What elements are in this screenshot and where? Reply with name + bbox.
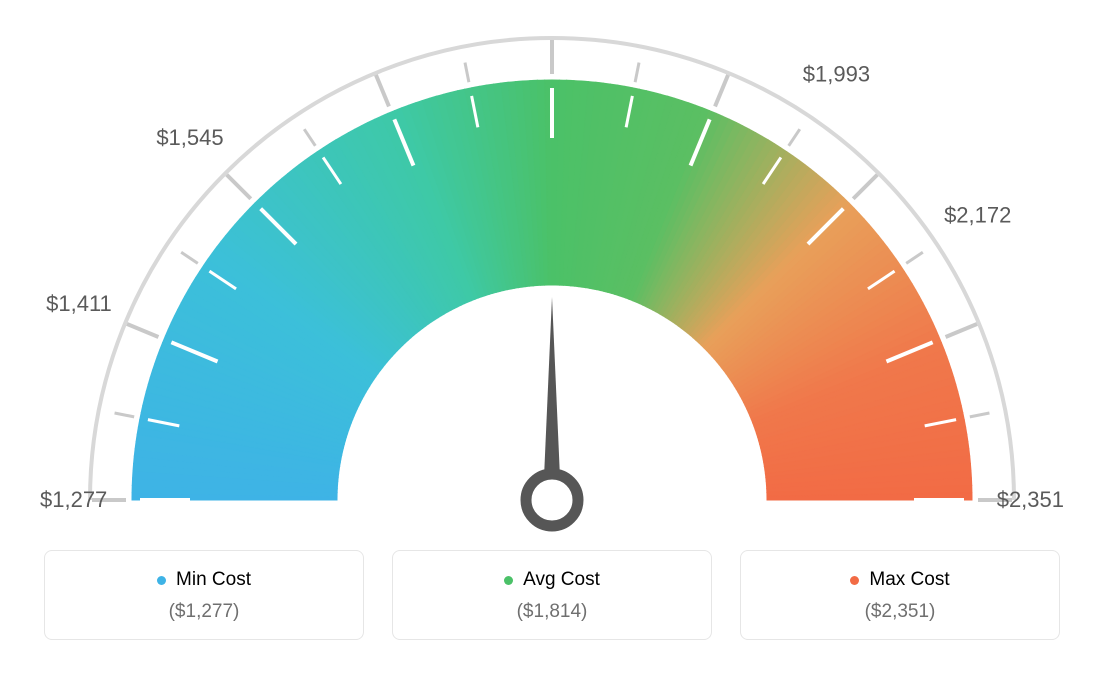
tick-label: $1,277 bbox=[40, 487, 107, 512]
tick-label: $1,993 bbox=[803, 61, 870, 86]
tick-major-outer bbox=[946, 324, 977, 337]
gauge-needle-hub bbox=[526, 474, 578, 526]
tick-major-outer bbox=[376, 75, 389, 106]
legend-label-max: Max Cost bbox=[869, 569, 949, 591]
legend-dot-min bbox=[157, 576, 166, 585]
legend-label-avg: Avg Cost bbox=[523, 569, 600, 591]
tick-minor-outer bbox=[906, 252, 923, 263]
tick-label: $2,351 bbox=[997, 487, 1064, 512]
legend-dot-max bbox=[850, 576, 859, 585]
legend-value-min: ($1,277) bbox=[55, 601, 353, 623]
tick-major-outer bbox=[127, 324, 158, 337]
tick-label: $1,545 bbox=[156, 125, 223, 150]
tick-major-outer bbox=[853, 175, 877, 199]
tick-label: $1,411 bbox=[46, 291, 112, 316]
tick-minor-outer bbox=[115, 413, 135, 417]
legend-title-max: Max Cost bbox=[850, 569, 949, 591]
tick-minor-outer bbox=[181, 252, 198, 263]
legend-label-min: Min Cost bbox=[176, 569, 251, 591]
tick-minor-outer bbox=[970, 413, 990, 417]
legend-value-avg: ($1,814) bbox=[403, 601, 701, 623]
legend-card-avg: Avg Cost ($1,814) bbox=[392, 550, 712, 640]
legend-dot-avg bbox=[504, 576, 513, 585]
legend-card-max: Max Cost ($2,351) bbox=[740, 550, 1060, 640]
tick-major-outer bbox=[715, 75, 728, 106]
tick-minor-outer bbox=[789, 129, 800, 146]
gauge-chart: $1,277$1,411$1,545$1,814$1,993$2,172$2,3… bbox=[0, 0, 1104, 540]
gauge-svg: $1,277$1,411$1,545$1,814$1,993$2,172$2,3… bbox=[0, 0, 1104, 540]
tick-minor-outer bbox=[465, 63, 469, 83]
tick-minor-outer bbox=[304, 129, 315, 146]
tick-minor-outer bbox=[635, 63, 639, 83]
tick-major-outer bbox=[227, 175, 251, 199]
legend-title-avg: Avg Cost bbox=[504, 569, 600, 591]
legend-card-min: Min Cost ($1,277) bbox=[44, 550, 364, 640]
legend-value-max: ($2,351) bbox=[751, 601, 1049, 623]
legend-row: Min Cost ($1,277) Avg Cost ($1,814) Max … bbox=[0, 550, 1104, 640]
legend-title-min: Min Cost bbox=[157, 569, 251, 591]
tick-label: $2,172 bbox=[944, 203, 1011, 228]
